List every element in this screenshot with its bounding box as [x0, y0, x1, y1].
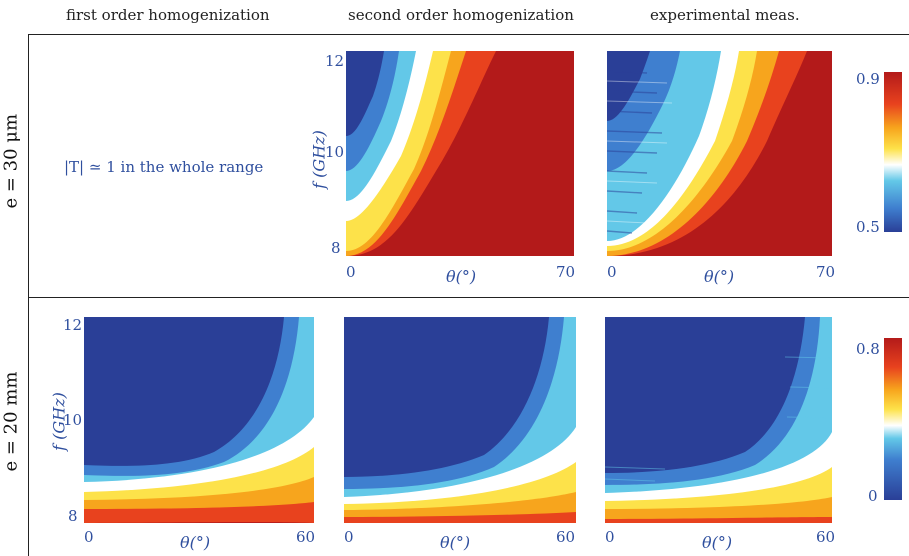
colorbar-bottom-max: 0.8: [856, 340, 880, 358]
xlabel-top-experimental: θ(°): [704, 267, 735, 286]
heatmap-top-experimental: [607, 51, 832, 256]
ytick-bottom-first-12: 12: [63, 316, 83, 334]
xtick-bottom-first-60: 60: [296, 528, 316, 546]
frame-left-line: [28, 34, 29, 556]
ylabel-top-second: f (GHz): [309, 130, 329, 189]
colorbar-top-min: 0.5: [856, 218, 880, 236]
column-title-first-order: first order homogenization: [66, 6, 270, 24]
experimental-noise-stripes-light: [607, 80, 673, 224]
frame-top-line: [28, 34, 909, 35]
heatmap-bottom-first: [84, 317, 314, 523]
frame-row-divider: [28, 297, 909, 298]
xtick-top-exp-70: 70: [816, 263, 836, 281]
xtick-top-second-0: 0: [346, 263, 356, 281]
xtick-bottom-second-0: 0: [344, 528, 354, 546]
ytick-top-second-12: 12: [325, 52, 345, 70]
ylabel-bottom-first: f (GHz): [49, 392, 69, 451]
row-label-bottom: e = 20 mm: [0, 371, 22, 472]
xlabel-bottom-first: θ(°): [180, 533, 211, 552]
xtick-bottom-second-60: 60: [556, 528, 576, 546]
xlabel-top-second: θ(°): [446, 267, 477, 286]
xtick-bottom-first-0: 0: [84, 528, 94, 546]
heatmap-top-second: [346, 51, 574, 256]
xtick-bottom-exp-60: 60: [816, 528, 836, 546]
ytick-bottom-first-10: 10: [63, 411, 83, 429]
ytick-top-second-8: 8: [331, 239, 341, 257]
colorbar-top-max: 0.9: [856, 70, 880, 88]
experimental-bottom-noise: [605, 356, 832, 482]
experimental-noise-stripes: [607, 70, 663, 234]
heatmap-bottom-second: [344, 317, 576, 523]
xtick-top-exp-0: 0: [607, 263, 617, 281]
colorbar-bottom-min: 0: [868, 487, 878, 505]
ytick-top-second-10: 10: [325, 143, 345, 161]
column-title-second-order: second order homogenization: [348, 6, 574, 24]
note-first-order-top: |T| ≃ 1 in the whole range: [64, 158, 264, 176]
colorbar-bottom: [884, 338, 902, 500]
xtick-bottom-exp-0: 0: [605, 528, 615, 546]
xtick-top-second-70: 70: [556, 263, 576, 281]
row-label-top: e = 30 μm: [0, 113, 22, 209]
heatmap-bottom-experimental: [605, 317, 832, 523]
colorbar-top: [884, 72, 902, 232]
column-title-experimental: experimental meas.: [650, 6, 800, 24]
region-top-exp-blue: [607, 51, 650, 121]
xlabel-bottom-experimental: θ(°): [702, 533, 733, 552]
ytick-bottom-first-8: 8: [68, 507, 78, 525]
xlabel-bottom-second: θ(°): [440, 533, 471, 552]
region-top-second-blue: [346, 51, 384, 136]
